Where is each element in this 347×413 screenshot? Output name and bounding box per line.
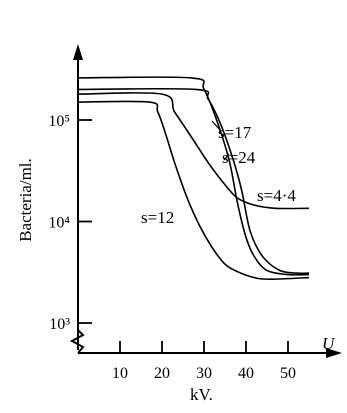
series-line-2 [77, 91, 310, 210]
tick-marks [78, 119, 289, 353]
x-tick-label-40: 40 [238, 365, 254, 382]
series-line-1 [77, 87, 310, 275]
y-axis-arrow [73, 44, 83, 60]
x-tick-label-10: 10 [112, 365, 128, 382]
data-curves [77, 76, 310, 281]
series-label-2: s=4·4 [257, 186, 296, 205]
series-label-0: s=17 [218, 123, 252, 142]
y-axis-label: Bacteria/ml. [16, 158, 35, 242]
series-label-3: s=12 [141, 208, 174, 227]
x-axis-unit: kV. [190, 385, 213, 404]
y-tick-label-1000: 10³ [49, 316, 70, 333]
x-tick-label-50: 50 [280, 365, 296, 382]
axis-break-icon [69, 329, 85, 354]
series-leader-0 [211, 120, 222, 132]
series-label-1: s=24 [222, 148, 256, 167]
series-line-3 [77, 100, 310, 281]
x-axis-label: U [322, 334, 336, 353]
x-tick-label-30: 30 [196, 365, 212, 382]
x-tick-label-20: 20 [154, 365, 170, 382]
series-leader-1 [223, 153, 230, 161]
tick-labels: 10 20 30 40 50 10³ 10⁴ 10⁵ [48, 113, 296, 382]
series-line-0 [77, 76, 310, 276]
series-labels: s=17 s=24s=4·4 s=12 [141, 120, 296, 227]
y-tick-label-100000: 10⁵ [48, 113, 70, 130]
y-tick-label-10000: 10⁴ [48, 215, 70, 232]
x-axis-arrow [326, 348, 342, 358]
